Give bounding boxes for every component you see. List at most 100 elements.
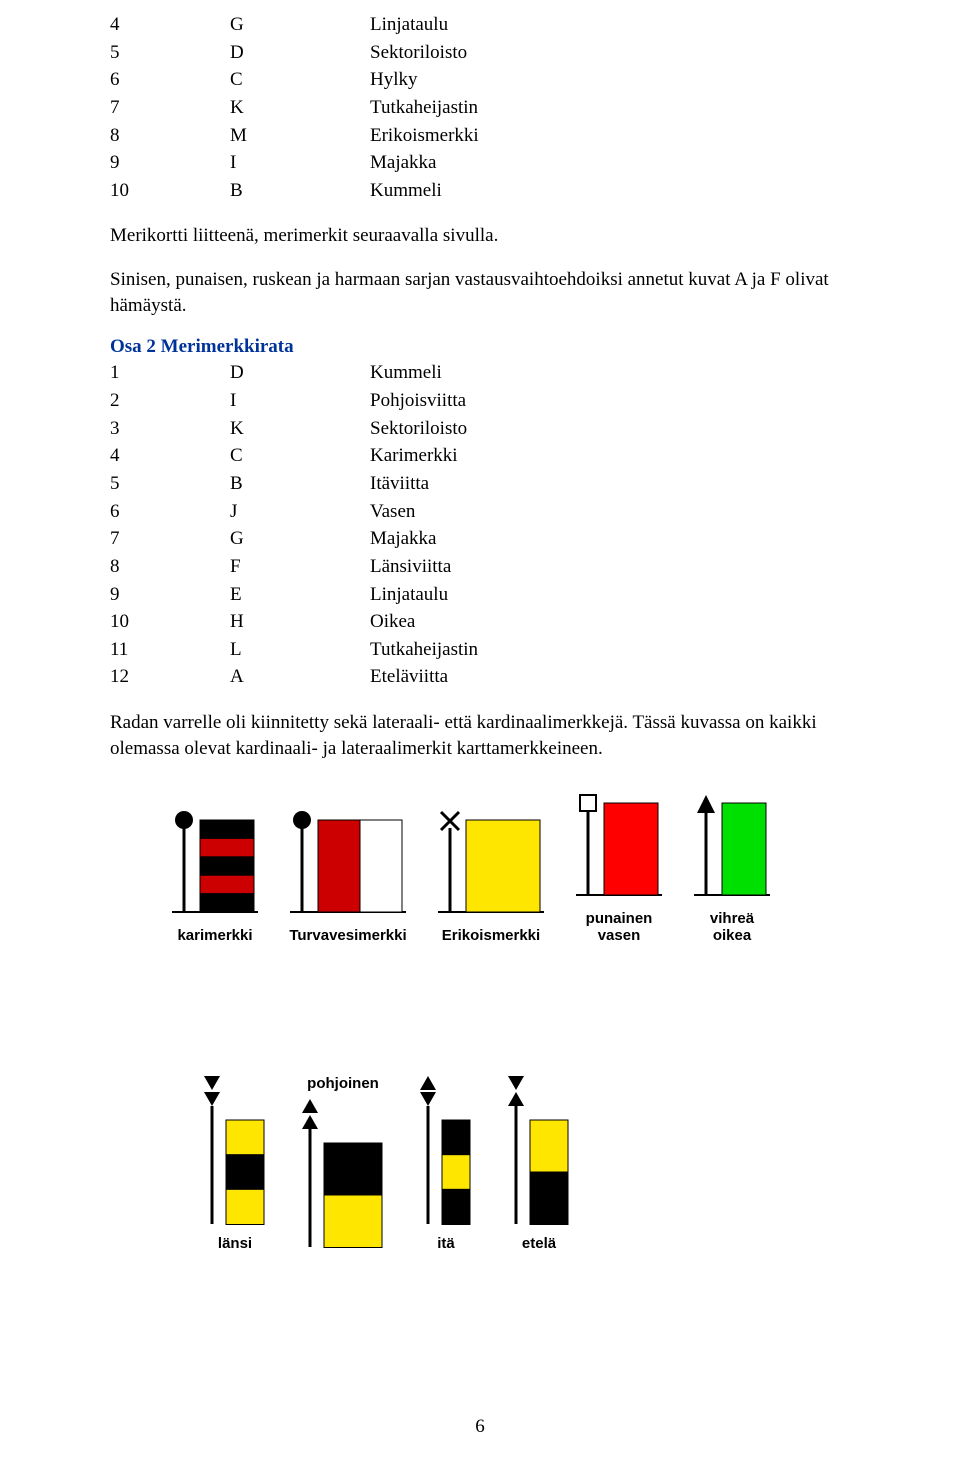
cell-name: Linjataulu bbox=[370, 12, 479, 40]
table-row: 10BKummeli bbox=[110, 178, 479, 206]
cell-letter: L bbox=[230, 637, 370, 665]
cell-number: 5 bbox=[110, 471, 230, 499]
cell-letter: D bbox=[230, 360, 370, 388]
diagram-erikoismerkki: Erikoismerkki bbox=[436, 802, 546, 945]
cell-name: Linjataulu bbox=[370, 582, 478, 610]
cell-number: 7 bbox=[110, 526, 230, 554]
page-number: 6 bbox=[0, 1416, 960, 1438]
cell-letter: K bbox=[230, 416, 370, 444]
cell-letter: G bbox=[230, 12, 370, 40]
cell-name: Kummeli bbox=[370, 178, 479, 206]
cell-letter: A bbox=[230, 664, 370, 692]
cell-name: Tutkaheijastin bbox=[370, 95, 479, 123]
table-row: 7GMajakka bbox=[110, 526, 478, 554]
cell-name: Majakka bbox=[370, 150, 479, 178]
cell-name: Hylky bbox=[370, 67, 479, 95]
table-row: 2IPohjoisviitta bbox=[110, 388, 478, 416]
cell-letter: I bbox=[230, 388, 370, 416]
diagram-label: Turvavesimerkki bbox=[289, 928, 406, 945]
cell-name: Eteläviitta bbox=[370, 664, 478, 692]
diagram-row-2: länsi pohjoinen itä etelä bbox=[200, 990, 850, 1253]
table-row: 4CKarimerkki bbox=[110, 443, 478, 471]
cell-name: Tutkaheijastin bbox=[370, 637, 478, 665]
table-row: 8MErikoismerkki bbox=[110, 123, 479, 151]
table-row: 7KTutkaheijastin bbox=[110, 95, 479, 123]
table-row: 12AEteläviitta bbox=[110, 664, 478, 692]
cell-letter: B bbox=[230, 178, 370, 206]
cell-name: Kummeli bbox=[370, 360, 478, 388]
cell-number: 6 bbox=[110, 499, 230, 527]
cell-name: Sektoriloisto bbox=[370, 40, 479, 68]
cell-number: 9 bbox=[110, 582, 230, 610]
diagram-turvavesimerkki: Turvavesimerkki bbox=[288, 802, 408, 945]
table-row: 8FLänsiviitta bbox=[110, 554, 478, 582]
diagram-etela: etelä bbox=[504, 1070, 574, 1253]
diagram-label: vihreä oikea bbox=[710, 911, 754, 944]
section-heading-osa2: Osa 2 Merimerkkirata bbox=[110, 336, 850, 358]
paragraph-2: Sinisen, punaisen, ruskean ja harmaan sa… bbox=[110, 267, 850, 318]
cell-number: 10 bbox=[110, 178, 230, 206]
diagram-ita: itä bbox=[416, 1070, 476, 1253]
diagram-vihrea: vihreä oikea bbox=[692, 785, 772, 944]
cell-number: 6 bbox=[110, 67, 230, 95]
table-row: 10HOikea bbox=[110, 609, 478, 637]
table-1: 4GLinjataulu5DSektoriloisto6CHylky7KTutk… bbox=[110, 12, 479, 205]
table-row: 9IMajakka bbox=[110, 150, 479, 178]
table-row: 9ELinjataulu bbox=[110, 582, 478, 610]
cell-number: 8 bbox=[110, 554, 230, 582]
cell-name: Erikoismerkki bbox=[370, 123, 479, 151]
cell-letter: G bbox=[230, 526, 370, 554]
diagram-pohjoinen: pohjoinen bbox=[298, 1070, 388, 1253]
table-row: 1DKummeli bbox=[110, 360, 478, 388]
cell-name: Sektoriloisto bbox=[370, 416, 478, 444]
diagram-label: Erikoismerkki bbox=[442, 928, 540, 945]
table-row: 4GLinjataulu bbox=[110, 12, 479, 40]
table-row: 11LTutkaheijastin bbox=[110, 637, 478, 665]
cell-letter: K bbox=[230, 95, 370, 123]
cell-number: 8 bbox=[110, 123, 230, 151]
table-row: 6CHylky bbox=[110, 67, 479, 95]
table-row: 5BItäviitta bbox=[110, 471, 478, 499]
cell-letter: E bbox=[230, 582, 370, 610]
diagram-label: länsi bbox=[218, 1236, 252, 1253]
paragraph-3: Radan varrelle oli kiinnitetty sekä late… bbox=[110, 710, 850, 761]
cell-number: 9 bbox=[110, 150, 230, 178]
diagram-label: karimerkki bbox=[177, 928, 252, 945]
cell-name: Pohjoisviitta bbox=[370, 388, 478, 416]
diagram-area: karimerkki Turvavesimerkki Erikoismerkki pu… bbox=[170, 785, 850, 1253]
diagram-row-1: karimerkki Turvavesimerkki Erikoismerkki pu… bbox=[170, 785, 850, 944]
cell-name: Karimerkki bbox=[370, 443, 478, 471]
table-row: 3KSektoriloisto bbox=[110, 416, 478, 444]
diagram-karimerkki: karimerkki bbox=[170, 802, 260, 945]
cell-number: 7 bbox=[110, 95, 230, 123]
diagram-lansi: länsi bbox=[200, 1070, 270, 1253]
cell-letter: C bbox=[230, 443, 370, 471]
cell-letter: C bbox=[230, 67, 370, 95]
cell-number: 12 bbox=[110, 664, 230, 692]
cell-name: Oikea bbox=[370, 609, 478, 637]
diagram-label: punainen vasen bbox=[586, 911, 653, 944]
cell-name: Vasen bbox=[370, 499, 478, 527]
cell-letter: J bbox=[230, 499, 370, 527]
cell-letter: D bbox=[230, 40, 370, 68]
cell-number: 1 bbox=[110, 360, 230, 388]
cell-letter: H bbox=[230, 609, 370, 637]
paragraph-1: Merikortti liitteenä, merimerkit seuraav… bbox=[110, 223, 850, 249]
cell-name: Itäviitta bbox=[370, 471, 478, 499]
table-2: 1DKummeli2IPohjoisviitta3KSektoriloisto4… bbox=[110, 360, 478, 692]
table-row: 5DSektoriloisto bbox=[110, 40, 479, 68]
diagram-label: itä bbox=[437, 1236, 455, 1253]
table-row: 6JVasen bbox=[110, 499, 478, 527]
cell-number: 2 bbox=[110, 388, 230, 416]
cell-letter: F bbox=[230, 554, 370, 582]
diagram-label: etelä bbox=[522, 1236, 556, 1253]
cell-number: 10 bbox=[110, 609, 230, 637]
cell-number: 4 bbox=[110, 443, 230, 471]
cell-name: Länsiviitta bbox=[370, 554, 478, 582]
cell-letter: B bbox=[230, 471, 370, 499]
page: 4GLinjataulu5DSektoriloisto6CHylky7KTutk… bbox=[0, 0, 960, 1478]
diagram-label: pohjoinen bbox=[307, 1076, 379, 1093]
cell-number: 4 bbox=[110, 12, 230, 40]
cell-number: 11 bbox=[110, 637, 230, 665]
cell-letter: I bbox=[230, 150, 370, 178]
